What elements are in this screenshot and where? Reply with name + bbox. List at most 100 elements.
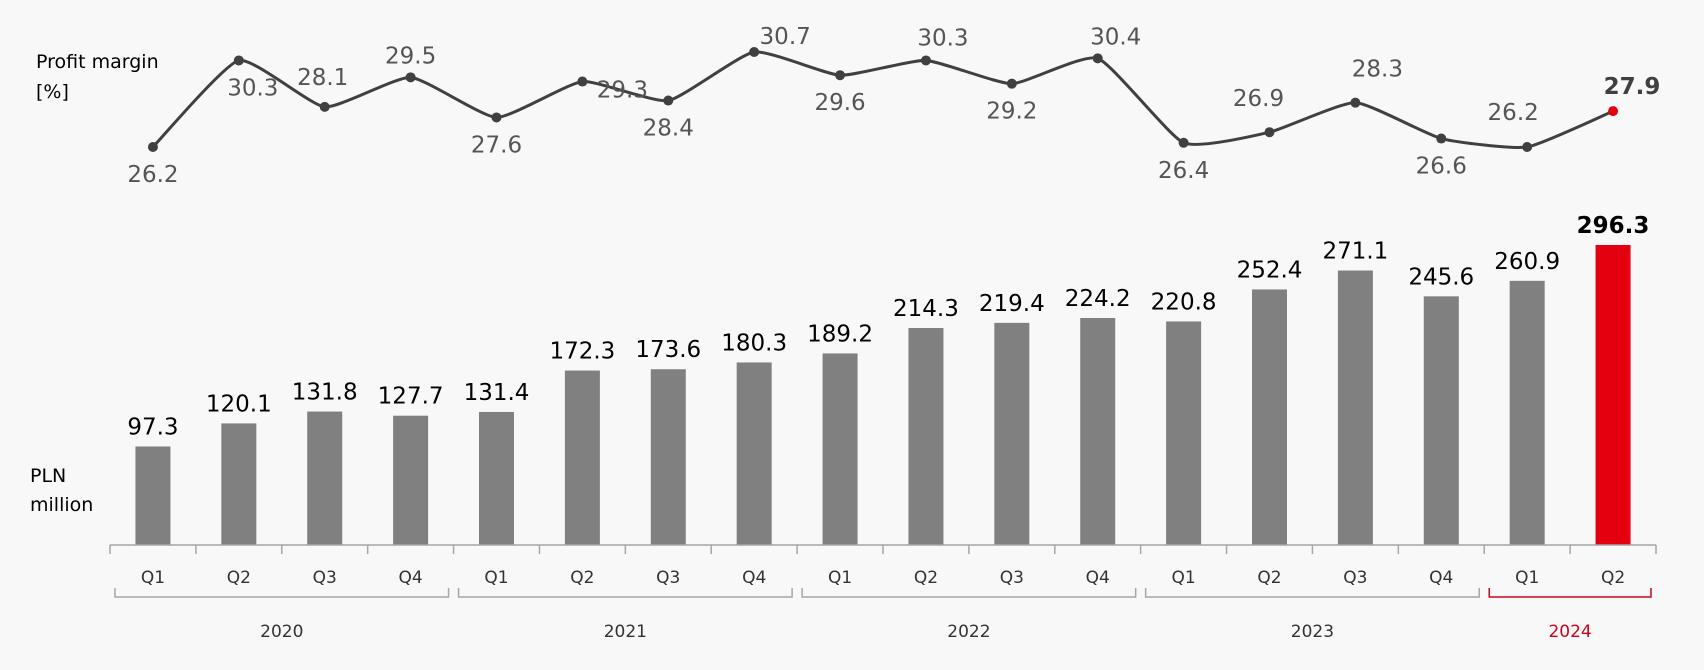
year-label: 2024 [1548,622,1591,642]
margin-point [319,101,330,112]
bar [822,353,858,545]
margin-point [1006,78,1017,89]
margin-value-label: 26.2 [1488,100,1539,126]
bar [1423,296,1459,545]
bar [135,446,171,545]
margin-point [663,95,674,106]
margin-value-label: 30.3 [227,75,278,101]
margin-point [920,55,931,66]
quarter-tick-label: Q1 [141,568,165,588]
quarter-tick-label: Q3 [656,568,680,588]
quarter-tick-label: Q3 [1343,568,1367,588]
margin-axis-label-line1: Profit margin [36,51,159,73]
margin-point [1178,137,1189,148]
quarter-tick-label: Q2 [1257,568,1281,588]
margin-point [233,55,244,66]
quarter-tick-label: Q4 [1086,568,1110,588]
bar-value-label: 127.7 [378,384,444,410]
bar [650,369,686,545]
margin-point [405,72,416,83]
margin-point [147,142,158,152]
quarter-tick-label: Q2 [227,568,251,588]
year-label: 2021 [604,622,647,642]
margin-value-label: 29.3 [597,78,648,104]
bar-value-label: 172.3 [549,339,615,365]
year-label: 2023 [1291,622,1334,642]
margin-value-label: 26.9 [1233,86,1284,112]
quarter-tick-label: Q2 [570,568,594,588]
margin-point [1522,142,1533,152]
quarter-tick-label: Q4 [742,568,766,588]
margin-value-label: 29.2 [986,99,1037,125]
margin-point [1436,133,1447,144]
bar [1166,321,1202,545]
margin-point [1092,53,1103,64]
margin-point [749,47,760,57]
margin-value-label: 28.3 [1352,57,1403,83]
bar [908,328,944,545]
bar [1252,289,1287,545]
margin-point [1264,127,1275,138]
margin-point [1608,106,1619,117]
margin-value-label: 30.4 [1090,24,1141,50]
quarter-tick-label: Q3 [313,568,337,588]
margin-point [835,70,846,81]
year-bracket [457,588,793,598]
year-bracket [1144,588,1480,598]
margin-point [1350,97,1361,108]
margin-value-label: 30.3 [917,25,968,51]
quarter-tick-label: Q2 [1601,568,1625,588]
margin-value-label: 29.6 [814,90,865,116]
year-label: 2020 [260,622,303,642]
margin-value-label: 29.5 [385,43,436,69]
margin-value-label: 26.6 [1416,154,1467,180]
quarter-tick-label: Q3 [1000,568,1024,588]
bar [221,423,257,545]
quarter-tick-label: Q4 [399,568,423,588]
year-bracket [1488,588,1652,598]
quarter-tick-label: Q1 [1172,568,1196,588]
bar [479,411,514,545]
margin-value-label: 30.7 [760,24,811,50]
bar-value-label: 245.6 [1408,264,1474,290]
margin-value-label: 26.4 [1158,158,1209,184]
margin-value-label: 27.6 [471,132,522,158]
bar-value-label: 296.3 [1577,213,1650,239]
margin-value-label: 28.1 [297,65,348,91]
bar-value-label: 180.3 [721,330,787,356]
bar [736,362,772,545]
bar [1595,245,1631,545]
quarter-tick-label: Q2 [914,568,938,588]
bar-value-label: 97.3 [127,414,178,440]
bar-value-label: 260.9 [1494,249,1560,275]
bars-axis-label-line2: million [30,494,93,516]
bar [1509,280,1545,545]
bar-value-label: 120.1 [206,391,272,417]
bar-value-label: 131.4 [464,380,530,406]
bar-value-label: 131.8 [292,380,358,406]
bar-value-label: 214.3 [893,296,959,322]
quarter-tick-label: Q1 [484,568,508,588]
margin-value-label: 28.4 [643,116,694,142]
bar [307,411,343,545]
margin-value-label: 26.2 [127,162,178,188]
bar-value-label: 219.4 [979,291,1045,317]
quarter-tick-label: Q1 [828,568,852,588]
bar-value-label: 189.2 [807,321,873,347]
chart-marks: 97.3 120.1 131.8 127.7 131.4 172.3 173.6 180.3 1… [109,24,1661,642]
bars-axis-label-line1: PLN [30,465,66,487]
year-bracket [114,588,450,598]
quarter-tick-label: Q1 [1515,568,1539,588]
margin-point [491,112,502,123]
bar [994,322,1030,545]
bar [1337,270,1373,545]
bar-value-label: 220.8 [1151,289,1217,315]
bar [564,370,600,545]
margin-point [577,76,588,87]
bar-value-label: 271.1 [1322,239,1388,265]
year-label: 2022 [947,622,990,642]
bar [393,415,429,545]
margin-value-label: 27.9 [1604,74,1661,100]
margin-axis-label-line2: [%] [36,81,69,103]
